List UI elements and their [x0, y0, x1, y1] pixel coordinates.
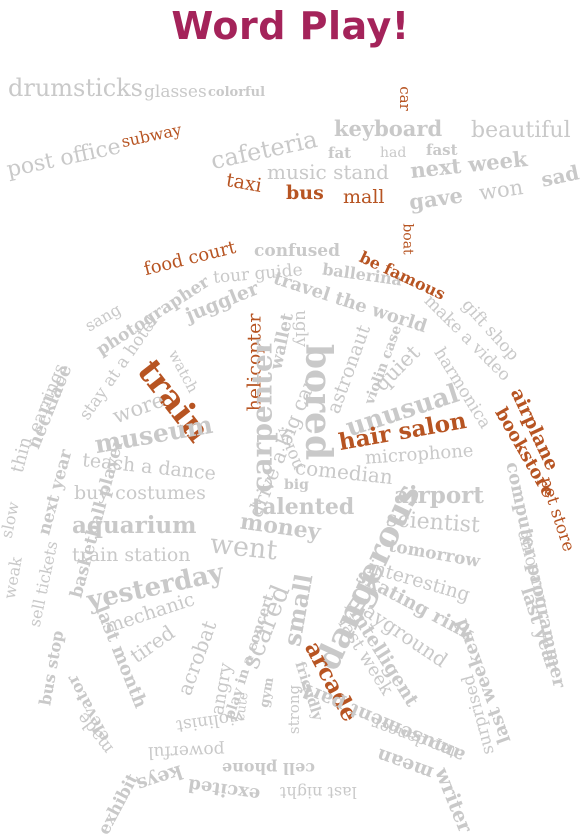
word-boat: boat: [399, 223, 416, 255]
word-pet-store: pet store: [535, 474, 579, 555]
word-writer: writer: [430, 764, 478, 836]
word-keys: keys: [133, 760, 186, 796]
word-buy-costumes: buy costumes: [74, 482, 206, 504]
word-subway: subway: [119, 119, 184, 152]
word-airport: airport: [394, 482, 484, 509]
word-gave: gave: [407, 182, 465, 215]
word-fast: fast: [426, 141, 458, 159]
word-mall: mall: [343, 186, 385, 208]
word-gym: gym: [257, 676, 278, 709]
word-bus-stop: bus stop: [35, 629, 68, 707]
word-weak: weak: [0, 555, 26, 601]
word-post-office: post office: [4, 134, 123, 183]
word-fat: fat: [328, 144, 352, 162]
word-aquarium: aquarium: [72, 512, 197, 539]
word-sell-tickets: sell tickets: [24, 539, 62, 629]
word-won: won: [477, 175, 525, 205]
word-ugly: ugly: [290, 310, 311, 347]
word-colorful: colorful: [208, 85, 266, 100]
word-sad: sad: [538, 160, 581, 192]
word-keyboard: keyboard: [334, 116, 443, 141]
word-glasses: glasses: [144, 82, 207, 102]
word-powerful: powerful: [147, 739, 225, 763]
word-had: had: [380, 145, 407, 161]
word-confused: confused: [254, 241, 340, 261]
word-drumsticks: drumsticks: [8, 74, 143, 102]
word-slow: slow: [0, 499, 23, 540]
word-music-stand: music stand: [267, 160, 389, 184]
word-thin: thin: [6, 434, 37, 476]
word-train-station: train station: [72, 544, 191, 566]
word-car: car: [395, 86, 414, 111]
word-big: big: [284, 477, 309, 493]
word-last-night: last night: [280, 783, 357, 802]
word-talented: talented: [252, 494, 355, 520]
word-excited: excited: [186, 774, 262, 805]
word-exhibit: exhibit: [94, 770, 143, 838]
page-title: Word Play!: [171, 4, 410, 48]
word-taxi: taxi: [224, 169, 264, 197]
word-violinist: violinist: [175, 706, 246, 736]
word-next-year: next year: [34, 447, 77, 538]
word-bus: bus: [286, 182, 324, 204]
word-beautiful: beautiful: [471, 118, 571, 143]
word-quiet: quiet: [369, 340, 425, 396]
word-cell-phone: cell phone: [222, 759, 315, 778]
